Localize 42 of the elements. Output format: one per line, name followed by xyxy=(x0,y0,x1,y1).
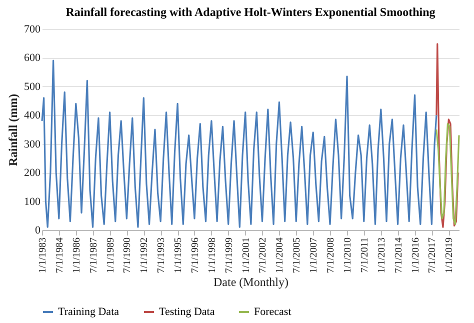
x-tick-label: 7/1/1999 xyxy=(224,238,235,274)
y-tick-label: 700 xyxy=(24,24,41,36)
x-tick-label: 7/1/1996 xyxy=(190,238,201,274)
x-tick-label: 1/1/1989 xyxy=(105,238,116,274)
x-tick-label: 7/1/2011 xyxy=(359,238,370,273)
y-tick-label: 600 xyxy=(24,52,41,64)
chart-title: Rainfall forecasting with Adaptive Holt-Winters Exponential Smoothing xyxy=(66,5,436,19)
y-tick-label: 300 xyxy=(24,138,41,150)
x-tick-label: 1/1/2007 xyxy=(308,238,320,274)
x-tick-label: 7/1/1990 xyxy=(122,238,134,274)
x-tick-label: 1/1/2013 xyxy=(376,238,388,274)
x-tick-label: 1/1/1995 xyxy=(173,238,184,274)
x-tick-label: 1/1/1983 xyxy=(38,238,48,274)
line-series xyxy=(41,60,438,228)
x-tick-label: 7/1/1993 xyxy=(156,238,168,274)
x-tick-label: 7/1/2005 xyxy=(292,238,303,274)
x-tick-label: 1/1/2019 xyxy=(444,238,456,274)
x-tick-label: 7/1/2014 xyxy=(393,238,404,274)
x-tick-label: 1/1/1998 xyxy=(206,238,218,274)
x-axis-title: Date (Monthly) xyxy=(214,275,288,290)
y-tick-label: 200 xyxy=(24,167,41,180)
y-tick-label: 500 xyxy=(24,80,41,93)
x-tick-label: 1/1/2010 xyxy=(342,238,354,274)
y-tick-label: 100 xyxy=(24,196,41,208)
x-tick-label: 1/1/1986 xyxy=(71,238,82,274)
legend-label: Testing Data xyxy=(159,306,215,318)
legend-label: Training Data xyxy=(58,306,120,318)
x-tick-label: 1/1/2001 xyxy=(240,238,252,274)
x-tick-label: 7/1/2017 xyxy=(427,238,438,274)
legend-label: Forecast xyxy=(254,306,292,318)
x-tick-label: 1/1/2004 xyxy=(274,238,286,274)
x-tick-label: 7/1/1984 xyxy=(54,238,66,274)
line-series xyxy=(436,43,459,228)
x-tick-label: 7/1/1987 xyxy=(88,238,100,274)
y-tick-label: 0 xyxy=(35,224,41,236)
x-tick-label: 7/1/2008 xyxy=(326,238,337,274)
x-tick-label: 7/1/2002 xyxy=(258,238,269,274)
y-tick-label: 400 xyxy=(24,110,41,122)
line-series xyxy=(436,122,460,226)
x-tick-label: 1/1/2016 xyxy=(410,238,422,274)
x-tick-label: 1/1/1992 xyxy=(139,238,150,274)
y-axis-title: Rainfall (mm) xyxy=(6,94,20,166)
